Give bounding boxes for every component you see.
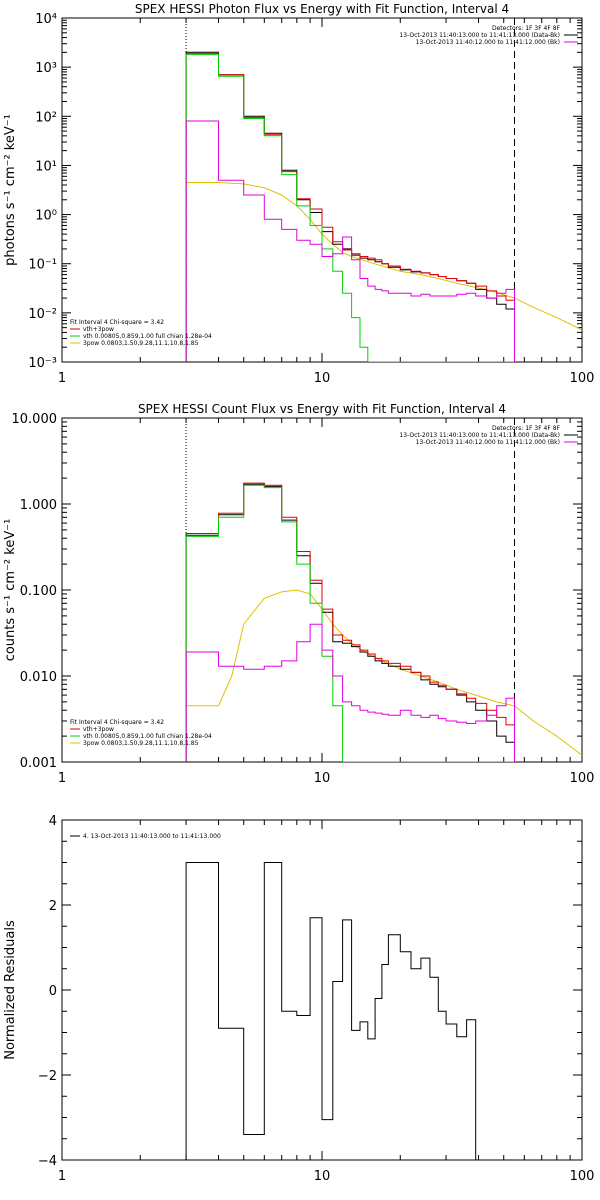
panel0-model-line bbox=[186, 182, 582, 331]
panel2-series-0 bbox=[185, 862, 515, 1160]
panel1-series-3 bbox=[185, 623, 515, 762]
panel0-x-tick-label: 10 bbox=[314, 371, 331, 386]
panel1-legend-top-right-header: Detectors: 1F 3F 4F 8F bbox=[492, 425, 561, 432]
panel2-y-tick-label: −4 bbox=[38, 1154, 57, 1169]
panel0-x-tick-label: 1 bbox=[58, 371, 66, 386]
panel1-series-1 bbox=[185, 482, 515, 762]
panel2-legend-top-left-entry: 4. 13-Oct-2013 11:40:13.000 to 11:41:13.… bbox=[83, 833, 221, 840]
panel0-y-label: photons s⁻¹ cm⁻² keV⁻¹ bbox=[3, 114, 18, 266]
panel1-y-tick-label: 1.000 bbox=[20, 498, 57, 513]
panel1-title: SPEX HESSI Count Flux vs Energy with Fit… bbox=[138, 402, 506, 416]
panel0-legend-top-right-header: Detectors: 1F 3F 4F 8F bbox=[492, 25, 561, 32]
panel0-y-tick-label: 10³ bbox=[35, 61, 57, 76]
panel2-y-tick-label: 4 bbox=[49, 814, 57, 829]
panel2-plot-area bbox=[185, 862, 515, 1160]
panel2-y-tick-label: −2 bbox=[38, 1069, 57, 1084]
panel1-y-label: counts s⁻¹ cm⁻² keV⁻¹ bbox=[3, 519, 18, 662]
panel0-series-3 bbox=[185, 120, 515, 362]
panel1-y-tick-label: 0.001 bbox=[20, 756, 57, 771]
panel0-title: SPEX HESSI Photon Flux vs Energy with Fi… bbox=[135, 2, 509, 16]
panel1-legend-top-right-entry: 13-Oct-2013 11:40:12.000 to 11:41:12.000… bbox=[416, 439, 560, 446]
panel0-y-tick-label: 10² bbox=[35, 110, 57, 125]
panel0-series-1 bbox=[185, 52, 515, 362]
residuals-panel: 1 10 100 −4 −2 0 2 4 Normalized Residuals 4. 13-O… bbox=[3, 814, 594, 1184]
panel2-y-tick-label: 0 bbox=[49, 984, 57, 999]
photon-flux-panel: SPEX HESSI Photon Flux vs Energy with Fi… bbox=[3, 2, 594, 386]
panel1-x-tick-label: 100 bbox=[570, 771, 595, 786]
panel0-y-tick-label: 10⁻¹ bbox=[28, 258, 57, 273]
panel0-legend-bottom-left-entry: 3pow 0.0803,1.50,9.28,11.1,10.8,1.85 bbox=[83, 340, 199, 347]
panel1-legend-bottom-left-entry: vth+3pow bbox=[83, 726, 114, 733]
panel2-x-tick-label: 1 bbox=[58, 1169, 66, 1184]
panel0-series-2 bbox=[185, 54, 515, 362]
panel2-y-tick-label: 2 bbox=[49, 899, 57, 914]
panel0-legend-bottom-left-header: Fit Interval 4 Chi-square = 3.42 bbox=[70, 319, 164, 326]
panel1-legend-bottom-left-header: Fit Interval 4 Chi-square = 3.42 bbox=[70, 719, 164, 726]
panel1-y-tick-label: 0.100 bbox=[20, 584, 57, 599]
panel1-y-tick-label: 0.010 bbox=[20, 670, 57, 685]
panel1-plot-area bbox=[185, 482, 582, 762]
panel0-legend-top-right-entry: 13-Oct-2013 11:40:12.000 to 11:41:12.000… bbox=[416, 39, 560, 46]
panel0-axes-frame bbox=[61, 17, 583, 363]
panel1-legend-bottom-left-entry: 3pow 0.0803,1.50,9.28,11.1,10.8,1.85 bbox=[83, 740, 199, 747]
count-flux-panel: SPEX HESSI Count Flux vs Energy with Fit… bbox=[3, 402, 594, 786]
panel0-legend-top-right-entry: 13-Oct-2013 11:40:13.000 to 11:41:13.000… bbox=[399, 32, 560, 39]
panel0-series-0 bbox=[185, 51, 515, 362]
panel0-x-tick-label: 100 bbox=[570, 371, 595, 386]
panel1-y-tick-label: 10.000 bbox=[12, 412, 58, 427]
panel2-x-tick-label: 10 bbox=[314, 1169, 331, 1184]
panel0-y-tick-label: 10⁴ bbox=[35, 12, 57, 27]
panel1-x-tick-label: 1 bbox=[58, 771, 66, 786]
panel0-legend-bottom-left-entry: vth+3pow bbox=[83, 326, 114, 333]
panel0-y-tick-label: 10¹ bbox=[35, 159, 57, 174]
panel2-x-tick-label: 100 bbox=[570, 1169, 595, 1184]
panel1-series-2 bbox=[185, 484, 515, 762]
panel1-model-line bbox=[186, 589, 582, 756]
panel2-y-label: Normalized Residuals bbox=[3, 920, 18, 1060]
panel0-plot-area bbox=[185, 51, 582, 362]
panel0-legend-bottom-left-entry: vth 0.00805,0.859,1.00 full chian 1.28e-… bbox=[83, 333, 212, 340]
panel1-series-0 bbox=[185, 483, 515, 762]
panel0-y-tick-label: 10⁰ bbox=[35, 209, 57, 224]
panel1-legend-top-right-entry: 13-Oct-2013 11:40:13.000 to 11:41:13.000… bbox=[399, 432, 560, 439]
panel1-legend-bottom-left-entry: vth 0.00805,0.859,1.00 full chian 1.28e-… bbox=[83, 733, 212, 740]
panel1-x-tick-label: 10 bbox=[314, 771, 331, 786]
panel0-y-tick-label: 10⁻³ bbox=[28, 356, 57, 371]
panel0-y-tick-label: 10⁻² bbox=[28, 307, 57, 322]
